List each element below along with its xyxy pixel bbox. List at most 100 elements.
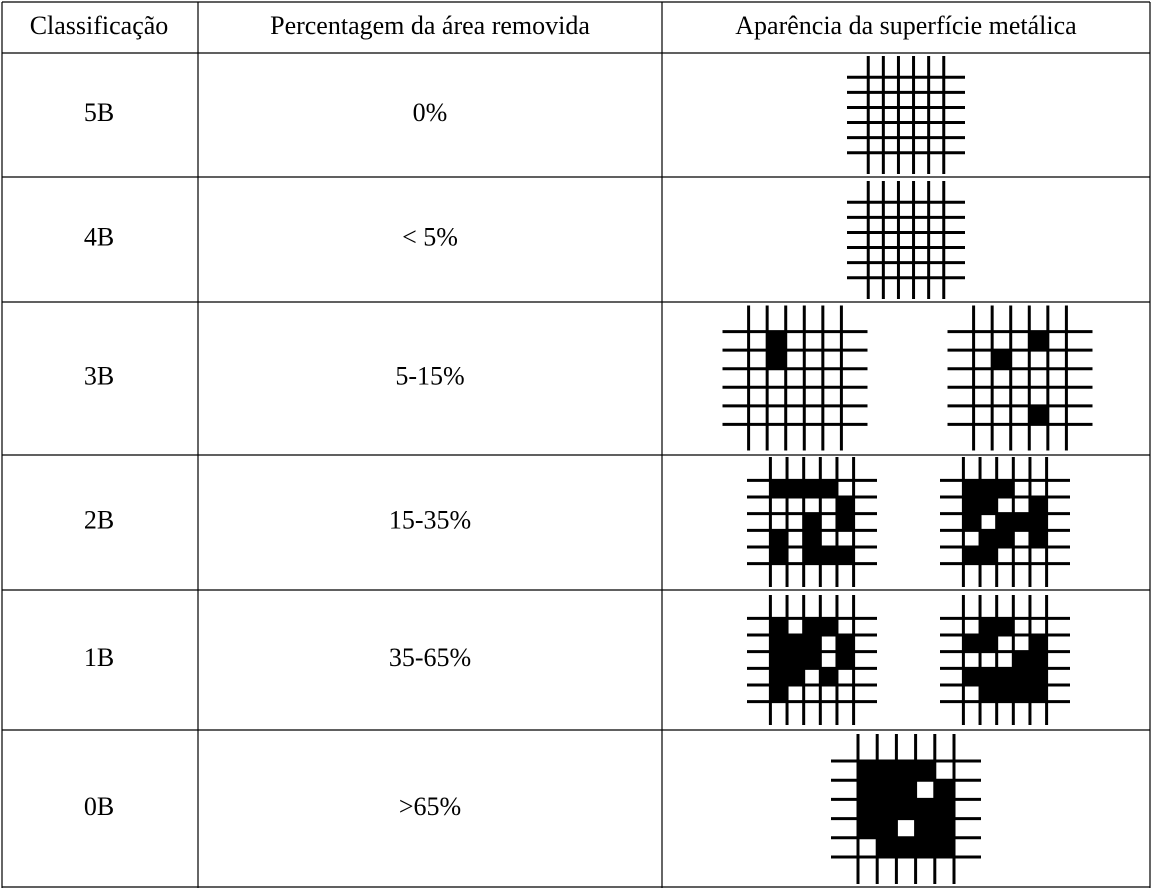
removed-area <box>980 635 997 652</box>
percentage-cell: 0% <box>413 98 448 127</box>
removed-area <box>770 684 788 702</box>
removed-area <box>896 799 916 819</box>
removed-area <box>770 480 788 498</box>
removed-area <box>820 618 837 636</box>
removed-area <box>934 780 954 800</box>
removed-area <box>820 546 837 564</box>
removed-area <box>963 480 981 498</box>
removed-area <box>996 513 1014 531</box>
removed-area <box>980 618 997 636</box>
classification-cell: 3B <box>84 361 114 390</box>
removed-area <box>787 635 804 652</box>
removed-area <box>896 837 916 857</box>
removed-area <box>858 818 878 838</box>
removed-area <box>915 761 935 781</box>
removed-area <box>767 350 786 369</box>
removed-area <box>1013 651 1030 669</box>
removed-area <box>980 497 997 514</box>
removed-area <box>934 799 954 819</box>
removed-area <box>980 546 997 564</box>
removed-area <box>996 668 1014 685</box>
removed-area <box>980 684 997 702</box>
removed-area <box>836 546 854 564</box>
removed-area <box>820 668 837 685</box>
crosshatch-image <box>940 457 1070 587</box>
header-cell: Aparência da superfície metálica <box>735 11 1077 40</box>
removed-area <box>858 799 878 819</box>
removed-area <box>963 546 981 564</box>
removed-area <box>787 668 804 685</box>
header-cell: Percentagem da área removida <box>270 11 590 40</box>
removed-area <box>858 780 878 800</box>
removed-area <box>877 761 897 781</box>
classification-cell: 2B <box>84 505 114 534</box>
crosshatch-image <box>831 734 981 884</box>
removed-area <box>980 668 997 685</box>
removed-area <box>996 530 1014 547</box>
removed-area <box>803 651 821 669</box>
removed-area <box>770 635 788 652</box>
removed-area <box>803 530 821 547</box>
removed-area <box>836 497 854 514</box>
removed-area <box>980 530 997 547</box>
removed-area <box>934 837 954 857</box>
removed-area <box>767 331 786 351</box>
header-cell: Classificação <box>30 11 169 40</box>
removed-area <box>996 684 1014 702</box>
removed-area <box>787 651 804 669</box>
removed-area <box>996 480 1014 498</box>
removed-area <box>770 618 788 636</box>
removed-area <box>1029 405 1048 425</box>
removed-area <box>915 799 935 819</box>
classification-cell: 1B <box>84 643 114 672</box>
removed-area <box>836 513 854 531</box>
classification-cell: 5B <box>84 98 114 127</box>
percentage-cell: 15-35% <box>389 505 471 534</box>
classification-cell: 0B <box>84 792 114 821</box>
crosshatch-image <box>747 457 877 587</box>
removed-area <box>836 651 854 669</box>
removed-area <box>803 546 821 564</box>
removed-area <box>1029 331 1048 351</box>
removed-area <box>770 651 788 669</box>
removed-area <box>915 837 935 857</box>
removed-area <box>770 546 788 564</box>
removed-area <box>963 668 981 685</box>
removed-area <box>770 668 788 685</box>
removed-area <box>896 780 916 800</box>
removed-area <box>820 480 837 498</box>
removed-area <box>915 818 935 838</box>
removed-area <box>1029 668 1047 685</box>
removed-area <box>770 530 788 547</box>
removed-area <box>1029 530 1047 547</box>
removed-area <box>1029 635 1047 652</box>
removed-area <box>992 350 1011 369</box>
removed-area <box>1029 684 1047 702</box>
removed-area <box>836 635 854 652</box>
crosshatch-image <box>947 305 1093 451</box>
removed-area <box>963 497 981 514</box>
removed-area <box>803 513 821 531</box>
crosshatch-image <box>847 181 965 299</box>
removed-area <box>877 818 897 838</box>
classification-cell: 4B <box>84 222 114 251</box>
removed-area <box>996 618 1014 636</box>
removed-area <box>980 480 997 498</box>
percentage-cell: < 5% <box>402 222 458 251</box>
crosshatch-image <box>722 305 868 451</box>
removed-area <box>1029 651 1047 669</box>
removed-area <box>963 635 981 652</box>
removed-area <box>1013 513 1030 531</box>
removed-area <box>858 761 878 781</box>
percentage-cell: 5-15% <box>395 361 464 390</box>
crosshatch-image <box>847 56 965 174</box>
removed-area <box>963 513 981 531</box>
removed-area <box>934 818 954 838</box>
removed-area <box>877 780 897 800</box>
removed-area <box>1013 684 1030 702</box>
removed-area <box>1029 513 1047 531</box>
percentage-cell: 35-65% <box>389 643 471 672</box>
